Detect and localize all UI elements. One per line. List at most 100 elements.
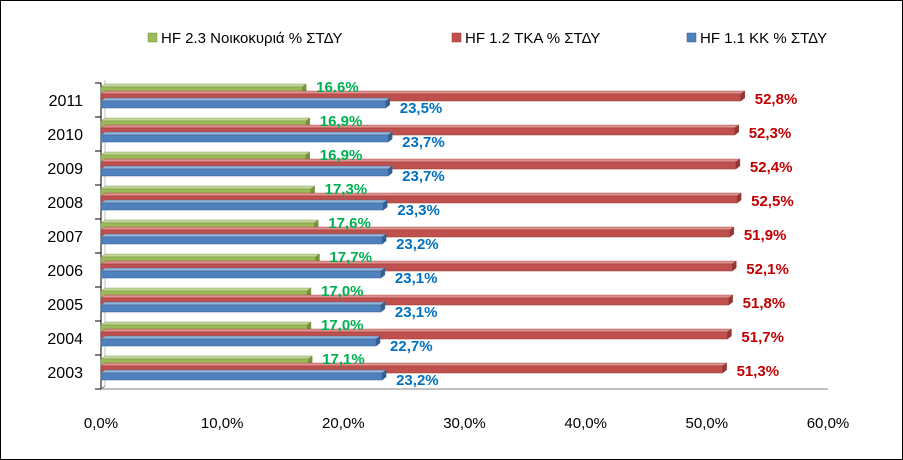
data-label: 17,3% [325, 181, 368, 198]
bar-top-face [100, 97, 391, 102]
data-label: 16.6% [316, 79, 359, 96]
bar-front-face [100, 297, 729, 306]
bar [100, 294, 734, 306]
y-tick-label: 2008 [47, 195, 83, 212]
bar-front-face [100, 229, 731, 238]
bar [100, 192, 742, 204]
x-tick-label: 50,0% [686, 415, 729, 432]
data-label: 52,5% [751, 193, 794, 210]
bar-top-face [100, 131, 393, 136]
legend-swatch-households [147, 32, 158, 43]
data-label: 23,1% [395, 304, 438, 321]
bar-top-face [100, 362, 728, 367]
x-tick-label: 30,0% [443, 415, 486, 432]
bar-top-face [100, 301, 386, 306]
y-tick-label: 2004 [47, 331, 83, 348]
bar-front-face [100, 372, 383, 381]
y-tick-label: 2005 [47, 297, 83, 314]
bar [100, 362, 728, 374]
bar [100, 335, 381, 347]
data-label: 51,3% [737, 363, 780, 380]
bar [100, 233, 387, 245]
bar-front-face [100, 236, 383, 245]
legend-swatch-tka [451, 32, 462, 43]
y-tick-label: 2010 [47, 127, 83, 144]
bar-front-face [100, 127, 735, 136]
bar [100, 131, 393, 143]
bar-top-face [100, 192, 742, 197]
data-label: 23,2% [396, 236, 439, 253]
data-labels: 17,1% 51,3% 23,2% 17,0% 51,7% 22,7% 17,0% 51,8%… [316, 79, 797, 389]
bar-top-face [100, 355, 313, 360]
bar [100, 260, 737, 272]
legend: HF 2.3 Νοικοκυριά % ΣΤΔΥ HF 1.2 ΤΚΑ % ΣΤ… [147, 30, 827, 47]
data-label: 17,7% [329, 249, 372, 266]
bar [100, 165, 393, 177]
bar [100, 90, 746, 102]
bar-top-face [100, 90, 746, 95]
bar-top-face [100, 124, 740, 129]
legend-swatch-kk [686, 32, 697, 43]
y-tick-label: 2011 [49, 93, 84, 110]
data-label: 23,7% [402, 134, 445, 151]
bar-front-face [100, 202, 384, 211]
x-tick-label: 60,0% [807, 415, 850, 432]
data-label: 16,9% [320, 147, 363, 164]
x-tick-label: 20,0% [322, 415, 365, 432]
bar-front-face [100, 270, 382, 279]
data-label: 17,6% [328, 215, 371, 232]
legend-label-households: HF 2.3 Νοικοκυριά % ΣΤΔΥ [161, 30, 343, 47]
data-label: 17,0% [321, 317, 364, 334]
bar-front-face [100, 134, 389, 143]
bar-top-face [100, 294, 734, 299]
bar [100, 267, 386, 279]
bar [100, 199, 388, 211]
data-label: 22,7% [390, 338, 433, 355]
data-label: 52,3% [749, 125, 792, 142]
bar [100, 226, 735, 238]
bar [100, 97, 391, 109]
data-label: 16,9% [320, 113, 363, 130]
data-label: 23,3% [397, 202, 440, 219]
bar-front-face [100, 195, 738, 204]
bar-top-face [100, 117, 311, 122]
bar [100, 369, 387, 381]
legend-label-kk: HF 1.1 ΚΚ % ΣΤΔΥ [700, 30, 827, 47]
bar-front-face [100, 161, 737, 170]
bar-top-face [100, 287, 312, 292]
data-label: 23,2% [396, 372, 439, 389]
x-tick-label: 40,0% [564, 415, 607, 432]
bar-top-face [100, 83, 307, 88]
bar-top-face [100, 233, 387, 238]
legend-label-tka: HF 1.2 ΤΚΑ % ΣΤΔΥ [465, 30, 600, 47]
bar-top-face [100, 185, 316, 190]
bar-top-face [100, 165, 393, 170]
data-label: 17,1% [322, 351, 365, 368]
bar [100, 158, 741, 170]
x-tick-label: 10,0% [201, 415, 244, 432]
data-label: 52,1% [746, 261, 789, 278]
bar-top-face [100, 328, 733, 333]
bar-front-face [100, 304, 382, 313]
bar-front-face [100, 263, 733, 272]
floor-edge [100, 385, 106, 390]
y-tick-label: 2003 [47, 365, 83, 382]
bar [100, 328, 733, 340]
y-tick-label: 2009 [47, 161, 83, 178]
data-label: 51,9% [744, 227, 787, 244]
data-label: 23,5% [400, 100, 443, 117]
bar-top-face [100, 226, 735, 231]
legend-item-tka: HF 1.2 ΤΚΑ % ΣΤΔΥ [451, 30, 600, 47]
legend-item-kk: HF 1.1 ΚΚ % ΣΤΔΥ [686, 30, 827, 47]
data-label: 23,1% [395, 270, 438, 287]
data-label: 17,0% [321, 283, 364, 300]
bar [100, 151, 311, 163]
data-label: 23,7% [402, 168, 445, 185]
bar-top-face [100, 260, 737, 265]
bar [100, 124, 740, 136]
bar [100, 253, 321, 265]
bar-front-face [100, 100, 386, 109]
bar-front-face [100, 93, 742, 102]
bar-top-face [100, 321, 312, 326]
